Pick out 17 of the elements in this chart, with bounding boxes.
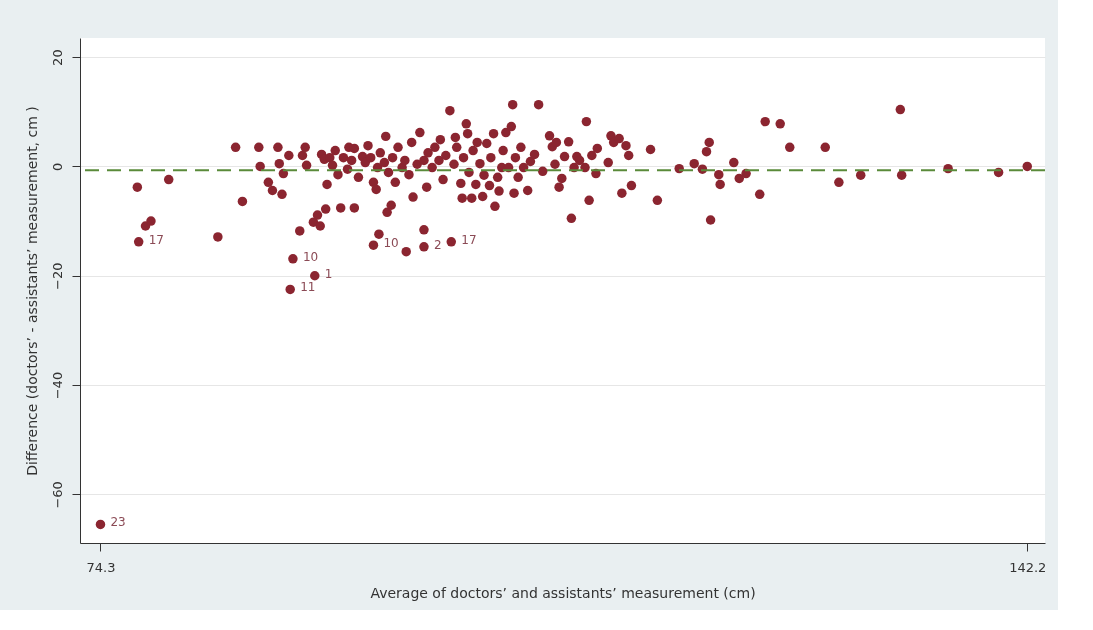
y-tick-label: 20 [49, 49, 65, 66]
annotation: 10 [383, 236, 399, 251]
y-tick-label: −20 [49, 262, 65, 290]
annotation: 23 [110, 515, 126, 530]
annotation: 10 [302, 249, 319, 264]
y-tick-label: −40 [49, 371, 65, 400]
annotation: 11 [300, 280, 316, 295]
x-tick-label: 74.3 [86, 559, 116, 575]
x-axis-title: Average of doctors’ and assistants’ measurement (cm) [370, 584, 756, 601]
x-tick-label: 142.2 [1009, 559, 1047, 575]
y-tick-label: −60 [49, 481, 65, 509]
annotation: 17 [461, 232, 477, 247]
annotation: 2 [433, 237, 442, 252]
annotation: 17 [148, 232, 164, 247]
y-tick-label: 0 [49, 162, 65, 172]
annotation: 1 [324, 266, 333, 281]
y-axis-title: Difference (doctors’ - assistants’ measurement, cm ) [23, 106, 40, 476]
